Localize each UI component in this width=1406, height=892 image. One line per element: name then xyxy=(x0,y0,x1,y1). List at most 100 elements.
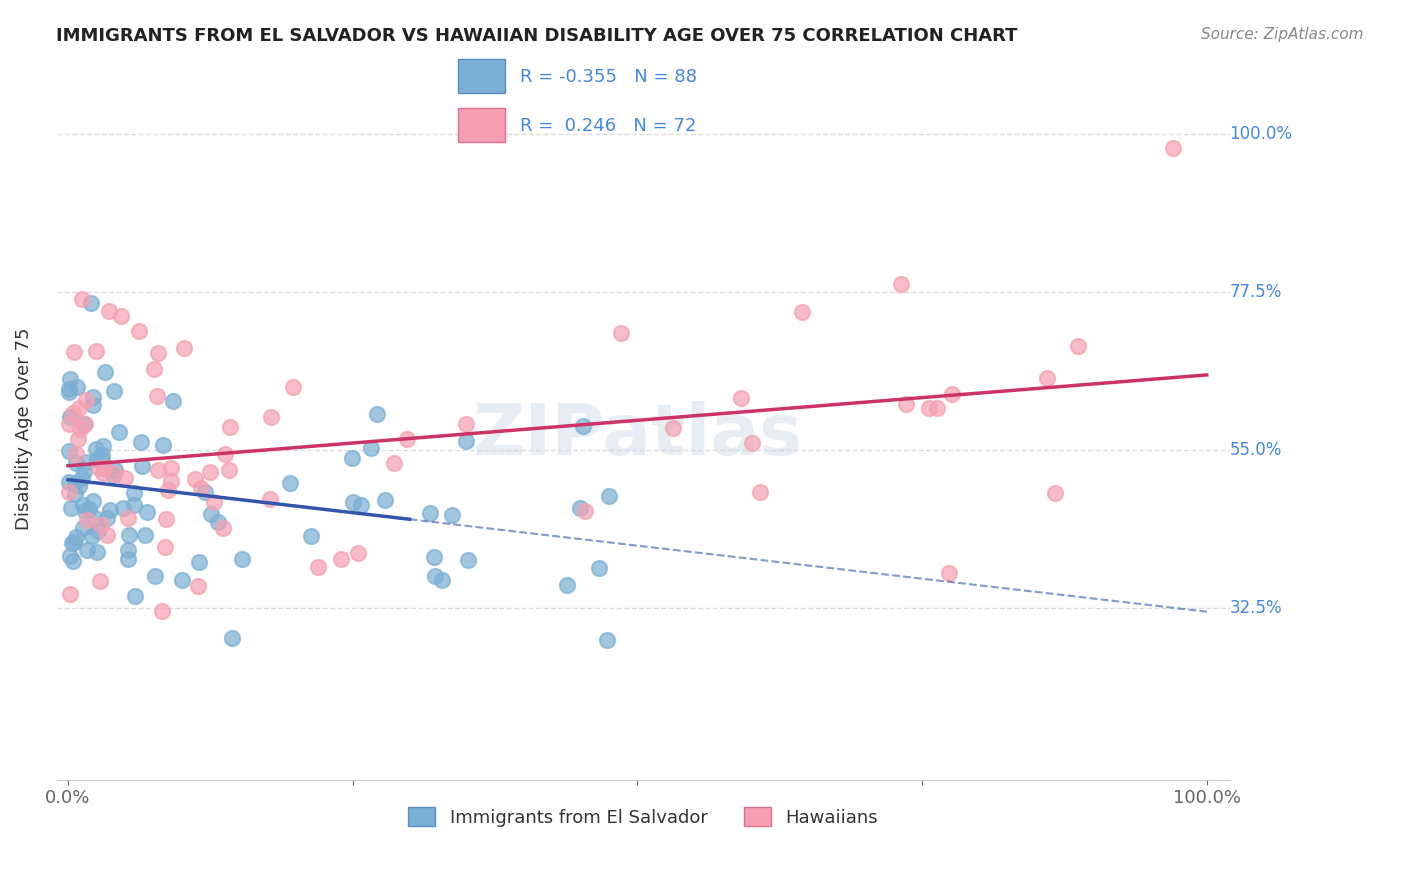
Point xyxy=(73,504,96,518)
Point xyxy=(278,475,301,490)
Text: R =  0.246   N = 72: R = 0.246 N = 72 xyxy=(520,117,696,135)
Point xyxy=(58,382,80,396)
Point xyxy=(98,303,121,318)
Point xyxy=(63,475,86,490)
Point xyxy=(890,277,912,291)
Point xyxy=(124,486,146,500)
Text: 32.5%: 32.5% xyxy=(1230,599,1282,616)
Point xyxy=(148,463,170,477)
Point xyxy=(79,502,101,516)
Point xyxy=(117,542,139,557)
Point xyxy=(91,467,114,481)
Point xyxy=(100,503,122,517)
Point xyxy=(609,326,631,340)
Point xyxy=(188,555,211,569)
Point xyxy=(114,471,136,485)
Text: R = -0.355   N = 88: R = -0.355 N = 88 xyxy=(520,68,697,86)
Y-axis label: Disability Age Over 75: Disability Age Over 75 xyxy=(15,327,32,530)
Point xyxy=(419,506,441,520)
Point xyxy=(124,590,146,604)
Point xyxy=(184,472,207,486)
Point xyxy=(596,633,619,648)
Point xyxy=(69,422,91,436)
Point xyxy=(198,465,221,479)
Point xyxy=(62,344,84,359)
Point xyxy=(259,491,281,506)
Point xyxy=(347,546,370,560)
Point xyxy=(75,392,97,407)
Point xyxy=(396,432,419,446)
Point xyxy=(432,574,454,588)
Point xyxy=(73,417,96,431)
Point xyxy=(104,462,127,476)
Point xyxy=(129,435,152,450)
Point xyxy=(84,344,107,359)
Point xyxy=(1036,371,1059,385)
Point xyxy=(927,401,949,415)
Point xyxy=(131,458,153,473)
Point xyxy=(307,559,329,574)
Point xyxy=(93,461,115,475)
Point xyxy=(70,471,93,485)
Point xyxy=(160,461,183,475)
Point xyxy=(90,448,112,462)
Point xyxy=(425,568,447,582)
Point xyxy=(117,552,139,566)
Point xyxy=(128,324,150,338)
Point xyxy=(76,513,98,527)
Text: 77.5%: 77.5% xyxy=(1230,283,1282,301)
Point xyxy=(204,495,226,509)
Text: ZIPatlas: ZIPatlas xyxy=(472,401,803,470)
Point xyxy=(112,500,135,515)
Point xyxy=(72,520,94,534)
Point xyxy=(360,441,382,455)
Point xyxy=(65,530,87,544)
Point xyxy=(86,442,108,456)
Point xyxy=(58,372,80,386)
Point xyxy=(65,447,87,461)
Text: Source: ZipAtlas.com: Source: ZipAtlas.com xyxy=(1201,27,1364,42)
Point xyxy=(221,631,243,645)
Point xyxy=(155,512,177,526)
Point xyxy=(67,479,90,493)
Point xyxy=(152,438,174,452)
Point xyxy=(76,542,98,557)
Point xyxy=(342,451,364,466)
Point xyxy=(101,468,124,483)
Point xyxy=(207,515,229,529)
Point xyxy=(283,380,305,394)
Point xyxy=(59,549,82,563)
Point xyxy=(96,511,118,525)
Point xyxy=(143,362,166,376)
Point xyxy=(89,574,111,588)
Point xyxy=(134,527,156,541)
Point xyxy=(330,551,353,566)
Point xyxy=(572,418,595,433)
Point xyxy=(423,549,446,564)
Text: 100.0%: 100.0% xyxy=(1230,125,1292,143)
Point xyxy=(218,463,240,477)
Point xyxy=(80,295,103,310)
Text: IMMIGRANTS FROM EL SALVADOR VS HAWAIIAN DISABILITY AGE OVER 75 CORRELATION CHART: IMMIGRANTS FROM EL SALVADOR VS HAWAIIAN … xyxy=(56,27,1018,45)
Point xyxy=(231,552,253,566)
Point xyxy=(82,398,104,412)
Point xyxy=(384,456,406,470)
Point xyxy=(58,475,80,489)
Point xyxy=(72,417,94,431)
Point xyxy=(173,341,195,355)
Point xyxy=(91,439,114,453)
Point xyxy=(373,492,395,507)
Text: 55.0%: 55.0% xyxy=(1230,441,1282,458)
Point xyxy=(59,409,82,424)
Point xyxy=(555,578,578,592)
Point xyxy=(790,305,813,319)
Point xyxy=(58,485,80,500)
Point xyxy=(75,455,97,469)
Point xyxy=(457,553,479,567)
Point xyxy=(366,407,388,421)
Point xyxy=(122,498,145,512)
Point xyxy=(107,425,129,439)
Point xyxy=(58,384,80,399)
Point xyxy=(342,495,364,509)
Point xyxy=(748,485,770,500)
